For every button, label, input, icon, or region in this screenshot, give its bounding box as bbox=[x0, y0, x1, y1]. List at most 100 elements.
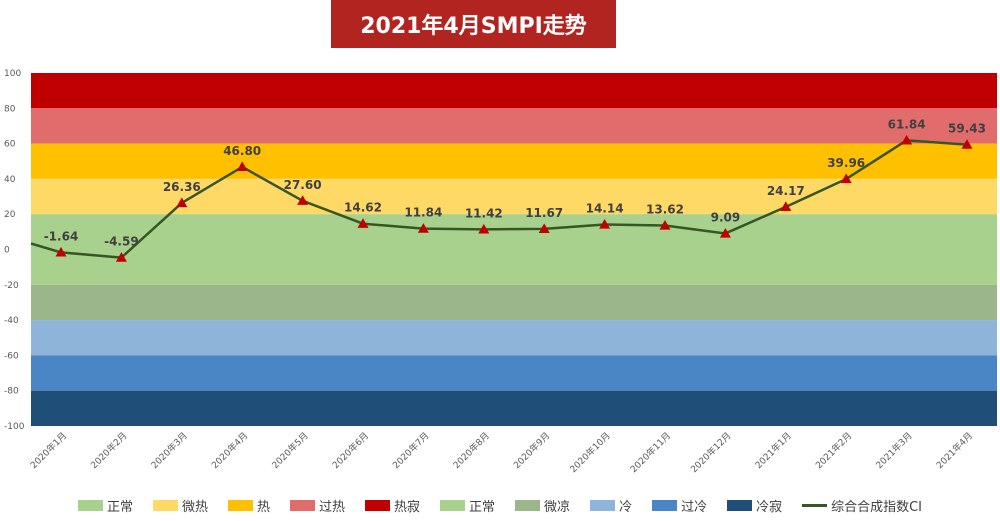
data-label: 26.36 bbox=[163, 180, 201, 194]
legend-label: 微凉 bbox=[544, 499, 571, 515]
data-point-marker bbox=[780, 201, 792, 211]
band-5 bbox=[31, 249, 997, 285]
legend-label: 过冷 bbox=[681, 499, 708, 515]
x-tick-label: 2021年4月 bbox=[934, 430, 975, 471]
legend-label: 冷 bbox=[619, 499, 633, 515]
data-point-marker bbox=[417, 223, 429, 233]
x-tick-label: 2020年8月 bbox=[450, 430, 491, 471]
data-point-marker bbox=[297, 195, 309, 205]
legend-color-swatch bbox=[652, 499, 678, 511]
data-point-marker bbox=[478, 223, 490, 234]
y-tick-label: 100 bbox=[4, 69, 21, 79]
data-label: 46.80 bbox=[223, 144, 261, 158]
y-tick-label: -80 bbox=[4, 387, 19, 397]
data-label: 11.67 bbox=[525, 206, 563, 220]
legend-label: 微热 bbox=[181, 499, 208, 515]
data-label: 39.96 bbox=[827, 156, 865, 170]
data-point-marker bbox=[55, 246, 67, 257]
legend-item: 热寂 bbox=[365, 496, 420, 515]
x-tick-label: 2021年1月 bbox=[752, 430, 793, 471]
data-labels: -1.64 -4.59 26.36 46.80 27.60 14.62 11.84 11.42… bbox=[44, 117, 986, 248]
data-label: 27.60 bbox=[284, 178, 322, 192]
data-point-marker bbox=[236, 161, 248, 172]
legend-color-swatch bbox=[77, 499, 103, 511]
legend-color-swatch bbox=[590, 499, 616, 511]
legend-color-swatch bbox=[727, 499, 753, 511]
legend-item: 过热 bbox=[290, 496, 345, 515]
band-8 bbox=[31, 355, 997, 391]
legend-color-swatch bbox=[152, 499, 178, 511]
y-tick-label: 80 bbox=[4, 104, 16, 114]
data-point-marker bbox=[176, 197, 188, 208]
legend-label: 综合合成指数CI bbox=[831, 499, 923, 515]
legend-line-swatch bbox=[802, 503, 828, 507]
x-tick-label: 2020年1月 bbox=[28, 430, 69, 471]
data-point-marker bbox=[840, 173, 852, 184]
y-tick-label: 20 bbox=[4, 210, 16, 220]
background-bands bbox=[31, 73, 997, 426]
legend-color-swatch bbox=[227, 499, 253, 511]
band-6 bbox=[31, 284, 997, 321]
y-axis-ticks: 100 80 60 40 20 0 -20 -40 -60 -80 -100 bbox=[4, 69, 25, 432]
x-tick-label: 2020年10月 bbox=[567, 430, 613, 476]
x-tick-label: 2020年12月 bbox=[688, 430, 734, 476]
data-point-marker bbox=[719, 227, 731, 238]
x-tick-label: 2020年6月 bbox=[330, 430, 371, 471]
data-point-marker bbox=[115, 252, 127, 262]
band-9 bbox=[31, 390, 997, 426]
legend-color-swatch bbox=[365, 499, 391, 511]
series-ci bbox=[30, 134, 973, 262]
y-tick-label: -20 bbox=[4, 281, 19, 291]
data-label: 61.84 bbox=[888, 117, 926, 131]
band-7 bbox=[31, 320, 997, 356]
data-label: 11.42 bbox=[465, 206, 503, 220]
legend-label: 冷寂 bbox=[756, 499, 783, 515]
x-tick-label: 2020年3月 bbox=[148, 430, 189, 471]
data-label: -4.59 bbox=[104, 235, 139, 249]
data-point-marker bbox=[357, 218, 369, 228]
y-tick-label: -60 bbox=[4, 351, 19, 361]
data-label: 14.62 bbox=[344, 201, 382, 215]
x-tick-label: 2021年3月 bbox=[873, 430, 914, 471]
legend-color-swatch bbox=[290, 499, 315, 511]
legend-item: 冷 bbox=[590, 496, 632, 515]
legend-item: 微凉 bbox=[515, 496, 570, 515]
band-0 bbox=[31, 73, 997, 109]
y-tick-label: 60 bbox=[4, 140, 16, 150]
x-tick-label: 2020年2月 bbox=[88, 430, 129, 471]
x-tick-label: 2020年11月 bbox=[628, 430, 674, 476]
legend: 正常 微热 热 过热 热寂 正常 微凉 冷 过冷 冷寂 综合合成指数CI bbox=[0, 494, 1000, 516]
x-tick-label: 2020年5月 bbox=[269, 430, 310, 471]
data-label: 11.84 bbox=[404, 206, 442, 220]
y-tick-label: 0 bbox=[4, 246, 10, 256]
legend-item: 热 bbox=[227, 496, 270, 515]
legend-item: 综合合成指数CI bbox=[802, 496, 922, 515]
data-label: 13.62 bbox=[646, 202, 684, 216]
legend-color-swatch bbox=[440, 499, 466, 511]
y-tick-label: -100 bbox=[4, 422, 25, 432]
chart-title: 2021年4月SMPI走势 bbox=[331, 0, 616, 48]
y-tick-label: -40 bbox=[4, 316, 19, 326]
data-label: 9.09 bbox=[711, 210, 741, 224]
data-label: -1.64 bbox=[44, 229, 79, 243]
x-tick-label: 2021年2月 bbox=[813, 430, 854, 471]
y-tick-label: 40 bbox=[4, 175, 16, 185]
x-tick-label: 2020年7月 bbox=[390, 430, 431, 471]
legend-color-swatch bbox=[515, 499, 541, 511]
legend-item: 过冷 bbox=[652, 496, 707, 515]
x-tick-label: 2020年9月 bbox=[511, 430, 552, 471]
data-label: 59.43 bbox=[948, 122, 986, 136]
legend-label: 过热 bbox=[319, 499, 346, 515]
legend-label: 正常 bbox=[469, 499, 496, 515]
band-2 bbox=[31, 143, 997, 179]
legend-item: 冷寂 bbox=[727, 496, 782, 515]
band-4 bbox=[31, 214, 997, 250]
data-label: 14.14 bbox=[586, 202, 624, 216]
data-point-marker bbox=[538, 223, 550, 234]
data-point-marker bbox=[599, 219, 611, 229]
legend-item: 微热 bbox=[152, 496, 208, 515]
x-axis-ticks: 2020年1月 2020年2月 2020年3月 2020年4月 2020年5月 2020年… bbox=[28, 430, 975, 476]
legend-label: 热 bbox=[256, 499, 270, 515]
band-1 bbox=[31, 108, 997, 144]
legend-item: 正常 bbox=[77, 496, 133, 515]
